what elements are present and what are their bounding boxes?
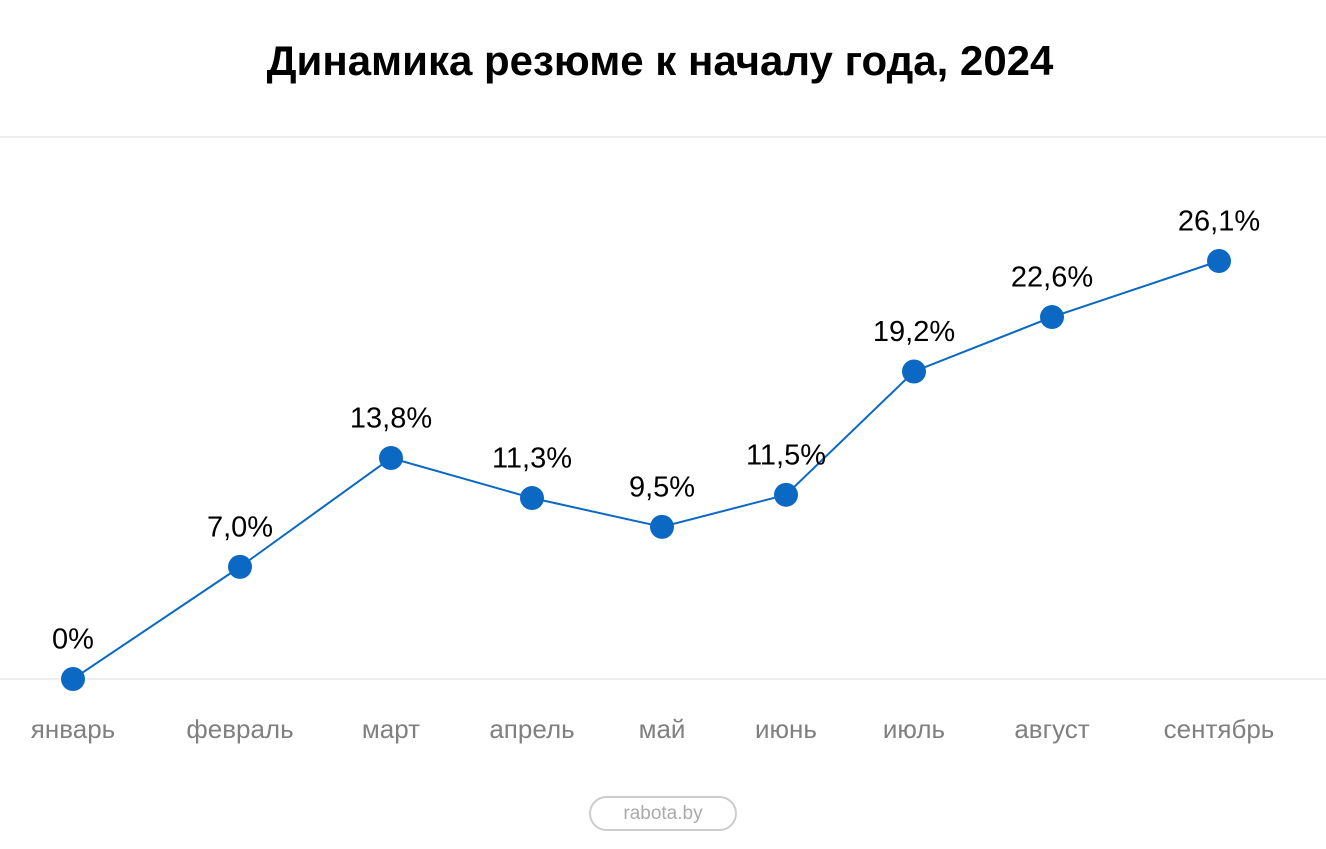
- value-label: 11,5%: [746, 439, 826, 471]
- point: [774, 482, 798, 507]
- point: [520, 486, 544, 511]
- source-badge: [589, 796, 737, 831]
- x-tick-label: сентябрь: [1164, 714, 1275, 744]
- value-label: 9,5%: [629, 472, 695, 504]
- point: [379, 445, 403, 470]
- x-tick-label: июнь: [755, 714, 817, 744]
- x-tick-label: март: [362, 714, 420, 744]
- x-tick-label: апрель: [489, 714, 574, 744]
- x-tick-label: июль: [883, 714, 945, 744]
- x-tick-label: август: [1014, 714, 1089, 744]
- value-label: 13,8%: [350, 403, 432, 435]
- value-label: 22,6%: [1011, 262, 1093, 294]
- x-tick-label: январь: [31, 714, 115, 744]
- point: [902, 359, 926, 384]
- x-tick-label: май: [639, 714, 686, 744]
- chart-title: Динамика резюме к началу года, 2024: [267, 37, 1054, 84]
- value-label: 11,3%: [492, 443, 572, 475]
- point: [650, 514, 674, 539]
- value-label: 7,0%: [207, 512, 273, 544]
- source: rabota.by: [623, 803, 703, 824]
- value-label: 19,2%: [873, 316, 955, 348]
- point: [61, 667, 85, 691]
- x-tick-label: февраль: [186, 714, 293, 744]
- point: [1207, 249, 1231, 273]
- value-label: 26,1%: [1178, 206, 1260, 238]
- value-label: 0%: [52, 624, 94, 656]
- point: [228, 554, 252, 579]
- point: [1040, 305, 1064, 330]
